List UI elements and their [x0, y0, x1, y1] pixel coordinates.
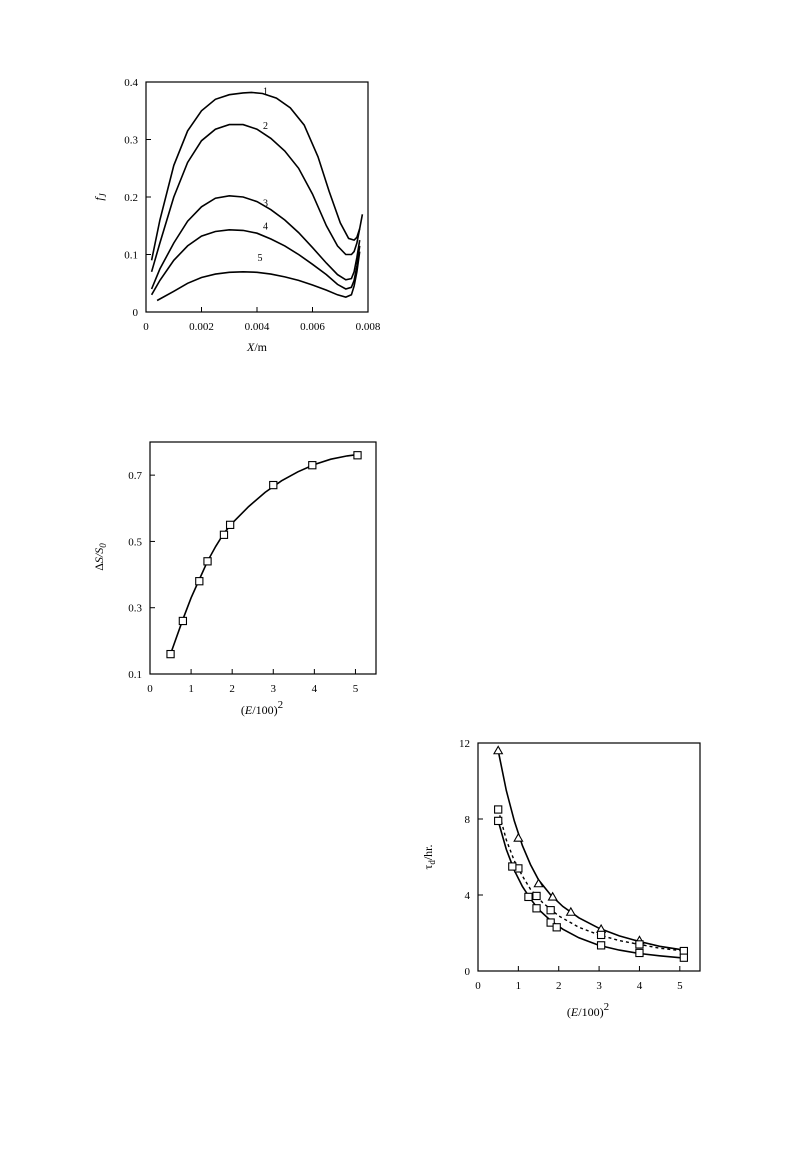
- chart-2-xlabel: (E/100)2: [241, 699, 283, 717]
- chart-3-xlabel: (E/100)2: [567, 1001, 609, 1019]
- chart-2-ytick-label: 0.5: [128, 536, 142, 548]
- chart-3-curves: [497, 750, 685, 959]
- chart-1-fj-vs-x: 0 0.002 0.004 0.006 0.008 0 0.1 0.2 0.3 0.4 1 2 3 4 5…: [92, 77, 381, 354]
- chart-3-xtick-label: 5: [677, 980, 683, 992]
- chart-2-frame: [149, 441, 377, 675]
- chart-1-ytick-label: 0: [133, 307, 139, 319]
- chart-3-fit-line-2: [497, 809, 684, 952]
- chart-2-fit-line-1: [169, 453, 360, 655]
- chart-3-ytick-label: 8: [465, 814, 471, 826]
- chart-2-deltas-vs-e2: 0 1 2 3 4 5 0.1 0.3 0.5 0.7 (E/100)2 ΔS/S0: [92, 441, 377, 717]
- chart-1-ytick-label: 0.4: [124, 77, 138, 89]
- chart-3-frame: [477, 742, 701, 972]
- chart-1-ticks: 0 0.002 0.004 0.006 0.008 0 0.1 0.2 0.3 0.4: [124, 77, 381, 333]
- chart-3-points: [493, 745, 689, 962]
- chart-3-xtick-label: 0: [475, 980, 481, 992]
- square-point: [546, 906, 555, 915]
- chart-2-ytick-label: 0.3: [128, 603, 142, 615]
- chart-2-ytick-label: 0.1: [128, 669, 142, 681]
- chart-1-ytick-label: 0.2: [124, 192, 138, 204]
- square-point: [635, 940, 644, 949]
- square-point: [532, 891, 541, 901]
- curve-label-4: 4: [263, 222, 268, 233]
- chart-3-xtick-label: 1: [516, 980, 522, 992]
- curve-label-2: 2: [263, 121, 268, 132]
- chart-1-ytick-label: 0.1: [124, 250, 138, 262]
- square-point: [166, 649, 175, 659]
- square-point: [308, 461, 317, 470]
- chart-1-xtick-label: 0.002: [189, 321, 214, 333]
- square-point: [353, 451, 362, 460]
- chart-3-xtick-label: 3: [596, 980, 602, 992]
- square-point: [596, 941, 606, 950]
- curve-label-1: 1: [263, 86, 268, 97]
- chart-1-xtick-label: 0.004: [245, 321, 270, 333]
- chart-2-ticks: 0 1 2 3 4 5 0.1 0.3 0.5 0.7: [128, 470, 358, 695]
- square-point: [219, 530, 229, 539]
- triangle-point: [547, 891, 558, 901]
- chart-1-curves: [150, 91, 364, 302]
- chart-1-curve-labels: 1 2 3 4 5: [257, 86, 268, 264]
- triangle-point: [493, 745, 504, 755]
- chart-3-xtick-label: 4: [637, 980, 643, 992]
- chart-1-xtick-label: 0: [143, 321, 149, 333]
- square-point: [195, 577, 204, 586]
- triangle-point: [533, 878, 544, 888]
- chart-2-xtick-label: 1: [188, 683, 194, 695]
- triangle-point: [565, 906, 576, 916]
- chart-3-xtick-label: 2: [556, 980, 562, 992]
- square-point: [552, 923, 561, 932]
- square-point: [546, 918, 555, 927]
- chart-1-xlabel: X/m: [246, 340, 268, 354]
- curve-4: [150, 228, 361, 296]
- chart-2-xtick-label: 3: [271, 683, 277, 695]
- chart-1-ytick-label: 0.3: [124, 135, 138, 147]
- chart-1-xtick-label: 0.006: [300, 321, 325, 333]
- square-point: [532, 904, 541, 913]
- chart-2-ytick-label: 0.7: [128, 470, 142, 482]
- chart-2-xtick-label: 5: [353, 683, 359, 695]
- chart-3-fit-line-3: [497, 820, 684, 959]
- chart-3-ytick-label: 4: [465, 890, 471, 902]
- chart-1-frame: [145, 81, 369, 313]
- chart-3-fit-line-1: [497, 750, 685, 951]
- square-point: [635, 948, 644, 958]
- curve-3: [150, 194, 361, 290]
- chart-3-ylabel: τd/hr.: [421, 845, 437, 870]
- chart-2-curves: [169, 453, 360, 655]
- chart-2-xtick-label: 2: [229, 683, 235, 695]
- chart-3-ytick-label: 0: [465, 966, 471, 978]
- curve-1: [150, 91, 364, 261]
- square-point: [178, 616, 188, 626]
- curve-label-5: 5: [257, 253, 262, 264]
- chart-1-xtick-label: 0.008: [356, 321, 381, 333]
- chart-2-ylabel: ΔS/S0: [92, 543, 108, 571]
- chart-2-xtick-label: 4: [312, 683, 318, 695]
- square-point: [524, 892, 533, 902]
- square-point: [596, 930, 606, 940]
- curve-2: [150, 123, 361, 273]
- chart-3-ytick-label: 12: [459, 738, 470, 750]
- square-point: [508, 862, 517, 871]
- chart-1-ylabel: fJ: [92, 192, 108, 200]
- square-point: [679, 953, 689, 962]
- square-point: [203, 557, 212, 566]
- curve-label-3: 3: [263, 199, 268, 210]
- chart-2-points: [166, 451, 362, 659]
- square-point: [225, 520, 235, 530]
- triangle-point: [513, 832, 524, 842]
- square-point: [269, 480, 278, 490]
- square-point: [494, 805, 503, 814]
- chart-2-xtick-label: 0: [147, 683, 153, 695]
- curve-5: [156, 251, 361, 302]
- square-point: [494, 816, 503, 826]
